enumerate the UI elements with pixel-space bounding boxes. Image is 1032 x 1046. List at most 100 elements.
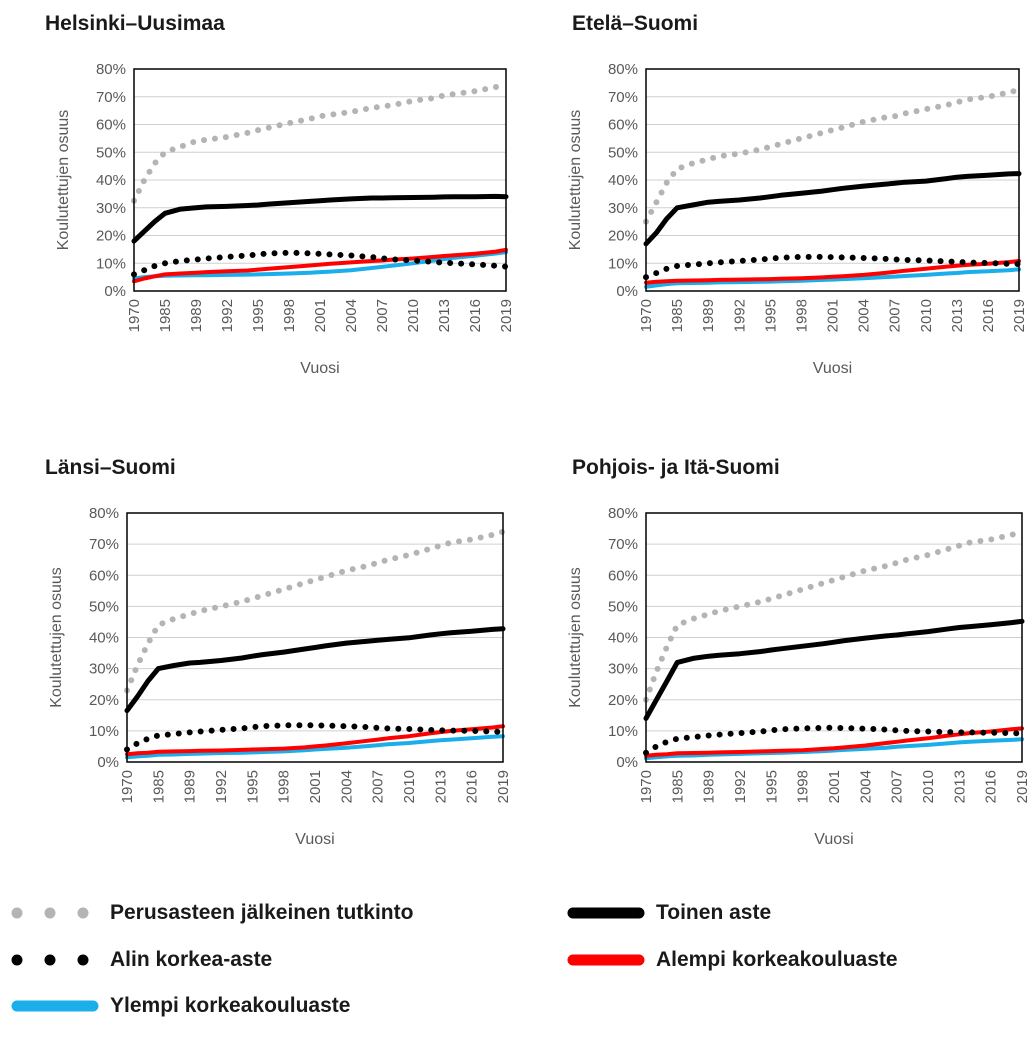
x-tick-label: 1992 — [732, 770, 749, 803]
x-tick-label: 2004 — [343, 299, 360, 332]
x-tick-label: 1989 — [701, 770, 718, 803]
series-line-toinen — [131, 193, 509, 244]
y-tick-label: 70% — [89, 536, 119, 553]
x-tick-label: 2016 — [983, 770, 1000, 803]
y-tick-label: 0% — [616, 754, 638, 771]
panel-1: Etelä–Suomi 0% 10% 20% 30% 40% 50% 60% 70% 80% 197… — [567, 12, 1028, 377]
x-tick-label: 2016 — [467, 299, 484, 332]
x-tick-label: 1998 — [281, 299, 298, 332]
x-tick-label: 1985 — [669, 299, 686, 332]
series-line-toinen — [643, 171, 1022, 247]
series-line-perusaste — [124, 528, 506, 694]
series-line-ylempi — [132, 250, 508, 281]
series-line-ylempi — [125, 734, 505, 760]
y-axis-label: Koulutettujen osuus — [567, 110, 584, 251]
x-tick-label: 2001 — [826, 770, 843, 803]
x-tick-label: 2013 — [951, 770, 968, 803]
x-tick-label: 2016 — [464, 770, 481, 803]
y-tick-label: 30% — [608, 661, 638, 678]
x-tick-label: 2013 — [432, 770, 449, 803]
y-tick-label: 60% — [96, 117, 126, 134]
x-tick-label: 2004 — [857, 770, 874, 803]
x-axis-label: Vuosi — [814, 831, 853, 848]
x-tick-label: 2001 — [307, 770, 324, 803]
x-tick-label: 1995 — [244, 770, 261, 803]
x-tick-label: 2010 — [918, 299, 935, 332]
panel-3: Pohjois- ja Itä-Suomi 0% 10% 20% 30% 40% 50% 60… — [567, 456, 1031, 848]
x-tick-label: 1995 — [762, 299, 779, 332]
x-tick-label: 2007 — [887, 299, 904, 332]
y-tick-label: 0% — [104, 283, 126, 300]
y-tick-label: 40% — [608, 172, 638, 189]
series-line-alempi — [644, 259, 1021, 285]
x-tick-label: 1995 — [763, 770, 780, 803]
series-line-alempi — [132, 247, 508, 284]
x-tick-label: 1992 — [731, 299, 748, 332]
y-tick-label: 40% — [608, 630, 638, 647]
y-tick-label: 20% — [608, 228, 638, 245]
x-tick-label: 1970 — [638, 770, 655, 803]
y-tick-label: 70% — [608, 89, 638, 106]
x-tick-label: 1989 — [188, 299, 205, 332]
x-tick-label: 2004 — [856, 299, 873, 332]
x-tick-label: 1970 — [126, 299, 143, 332]
panel-title: Länsi–Suomi — [45, 456, 176, 479]
plot-frame — [645, 68, 1020, 292]
y-tick-label: 60% — [608, 567, 638, 584]
y-tick-label: 60% — [608, 117, 638, 134]
y-tick-label: 80% — [96, 61, 126, 78]
x-tick-label: 2019 — [1011, 299, 1028, 332]
y-tick-label: 50% — [89, 598, 119, 615]
series-line-perusaste — [643, 528, 1025, 703]
y-tick-label: 0% — [616, 283, 638, 300]
panel-title: Pohjois- ja Itä-Suomi — [572, 456, 780, 479]
x-tick-label: 1998 — [276, 770, 293, 803]
y-tick-label: 60% — [89, 567, 119, 584]
y-tick-label: 30% — [608, 200, 638, 217]
y-tick-label: 20% — [96, 228, 126, 245]
y-tick-label: 70% — [608, 536, 638, 553]
y-axis-label: Koulutettujen osuus — [567, 567, 584, 708]
series-line-alin — [124, 722, 506, 753]
y-axis-label: Koulutettujen osuus — [48, 567, 65, 708]
series-line-ylempi — [644, 267, 1021, 289]
y-tick-label: 80% — [608, 61, 638, 78]
series-line-ylempi — [644, 737, 1024, 761]
panel-title: Helsinki–Uusimaa — [45, 12, 225, 35]
x-tick-label: 1970 — [119, 770, 136, 803]
x-tick-label: 1985 — [157, 299, 174, 332]
x-tick-label: 1989 — [700, 299, 717, 332]
plot-frame — [126, 512, 504, 763]
x-tick-label: 2013 — [436, 299, 453, 332]
series-line-perusaste — [131, 82, 509, 204]
x-axis-label: Vuosi — [295, 831, 334, 848]
x-tick-label: 1998 — [793, 299, 810, 332]
x-tick-label: 2010 — [920, 770, 937, 803]
x-tick-label: 1995 — [250, 299, 267, 332]
y-tick-label: 70% — [96, 89, 126, 106]
x-tick-label: 2019 — [498, 299, 515, 332]
panel-0: Helsinki–Uusimaa 0% 10% 20% 30% 40% 50% 60% 70% 8… — [45, 12, 515, 377]
plot-frame — [133, 68, 507, 292]
y-tick-label: 20% — [89, 692, 119, 709]
panel-title: Etelä–Suomi — [572, 12, 698, 35]
plot-frame — [645, 512, 1023, 763]
y-tick-label: 10% — [96, 255, 126, 272]
x-tick-label: 2007 — [889, 770, 906, 803]
y-tick-label: 50% — [96, 144, 126, 161]
x-tick-label: 1989 — [182, 770, 199, 803]
y-tick-label: 10% — [608, 255, 638, 272]
x-tick-label: 1970 — [638, 299, 655, 332]
x-tick-label: 1992 — [213, 770, 230, 803]
series-line-toinen — [643, 618, 1025, 721]
x-tick-label: 2004 — [338, 770, 355, 803]
x-tick-label: 2019 — [1014, 770, 1031, 803]
series-line-alempi — [125, 724, 505, 757]
x-axis-label: Vuosi — [813, 360, 852, 377]
y-tick-label: 30% — [89, 661, 119, 678]
x-tick-label: 2007 — [370, 770, 387, 803]
y-tick-label: 30% — [96, 200, 126, 217]
y-tick-label: 10% — [89, 723, 119, 740]
x-tick-label: 1998 — [795, 770, 812, 803]
